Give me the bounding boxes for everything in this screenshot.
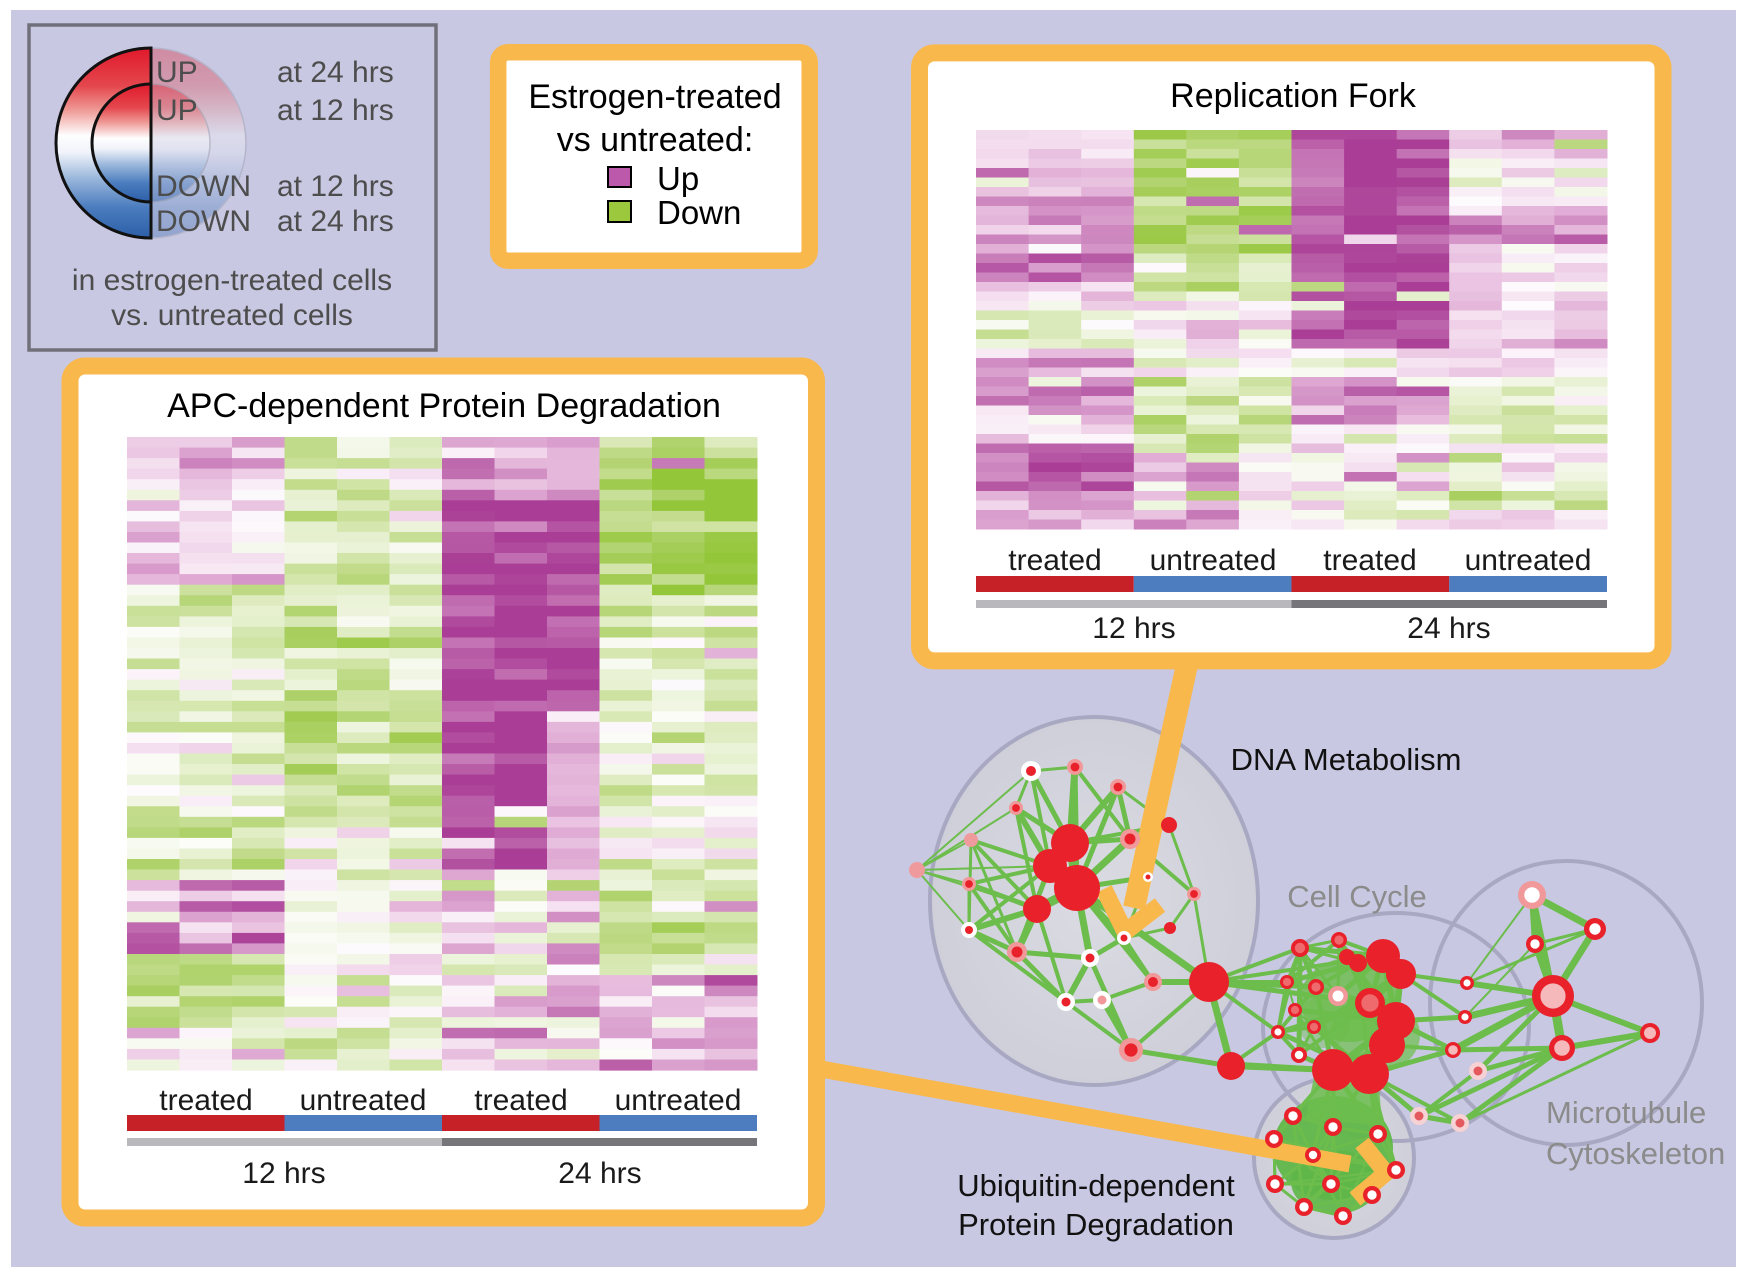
svg-text:at 24 hrs: at 24 hrs xyxy=(277,205,394,238)
svg-text:treated: treated xyxy=(474,1084,567,1117)
svg-text:DNA Metabolism: DNA Metabolism xyxy=(1231,742,1462,777)
svg-text:Cell Cycle: Cell Cycle xyxy=(1287,879,1427,914)
svg-text:at 12 hrs: at 12 hrs xyxy=(277,170,394,203)
svg-text:Estrogen-treated: Estrogen-treated xyxy=(528,78,781,116)
svg-text:untreated: untreated xyxy=(615,1084,742,1117)
svg-text:Microtubule: Microtubule xyxy=(1546,1095,1706,1130)
svg-text:24 hrs: 24 hrs xyxy=(558,1157,641,1190)
svg-text:Replication Fork: Replication Fork xyxy=(1170,77,1417,115)
svg-text:in estrogen-treated cells: in estrogen-treated cells xyxy=(72,264,392,297)
svg-text:24 hrs: 24 hrs xyxy=(1407,612,1490,645)
svg-text:Protein Degradation: Protein Degradation xyxy=(958,1207,1234,1242)
svg-text:DOWN: DOWN xyxy=(156,205,251,238)
svg-text:at 24 hrs: at 24 hrs xyxy=(277,56,394,89)
svg-text:treated: treated xyxy=(159,1084,252,1117)
svg-text:Ubiquitin-dependent: Ubiquitin-dependent xyxy=(957,1168,1235,1203)
svg-text:UP: UP xyxy=(156,56,198,89)
svg-text:APC-dependent Protein Degradat: APC-dependent Protein Degradation xyxy=(167,387,721,425)
svg-text:untreated: untreated xyxy=(1150,544,1277,577)
svg-text:Cytoskeleton: Cytoskeleton xyxy=(1546,1136,1725,1171)
svg-text:12 hrs: 12 hrs xyxy=(242,1157,325,1190)
svg-text:vs untreated:: vs untreated: xyxy=(557,121,754,159)
svg-text:treated: treated xyxy=(1008,544,1101,577)
svg-text:UP: UP xyxy=(156,94,198,127)
svg-text:treated: treated xyxy=(1323,544,1416,577)
svg-text:Up: Up xyxy=(657,160,699,197)
svg-text:at 12 hrs: at 12 hrs xyxy=(277,94,394,127)
svg-text:untreated: untreated xyxy=(1465,544,1592,577)
svg-text:untreated: untreated xyxy=(300,1084,427,1117)
svg-text:12 hrs: 12 hrs xyxy=(1092,612,1175,645)
svg-text:DOWN: DOWN xyxy=(156,170,251,203)
svg-text:Down: Down xyxy=(657,194,741,231)
svg-text:vs. untreated cells: vs. untreated cells xyxy=(111,299,353,332)
